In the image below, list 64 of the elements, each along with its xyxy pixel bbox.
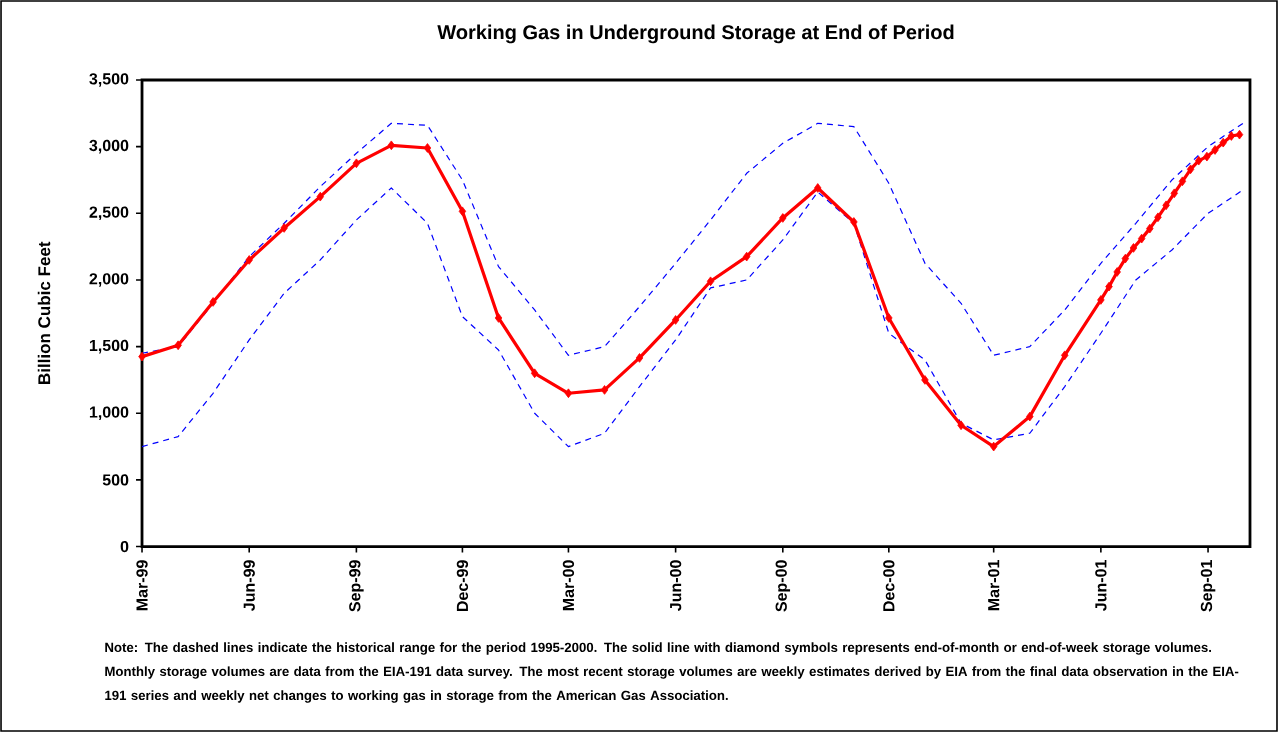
point [494,313,503,323]
point [1170,188,1178,199]
y-tick-label: 3,500 [89,73,129,87]
point [779,213,787,223]
point [635,353,644,363]
point [245,255,253,265]
point [989,441,998,452]
point [352,158,361,169]
y-tick-label: 2,500 [89,206,129,221]
point [564,388,573,399]
point [1186,164,1195,175]
point [1146,223,1154,234]
point [706,276,715,287]
point [458,206,467,217]
point [316,191,324,202]
y-tick-label: 1,500 [89,339,129,354]
point [174,340,182,351]
x-tick-label: Mar-99 [136,560,148,611]
y-tick-label: 2,000 [89,273,129,287]
point [1178,176,1187,187]
point [957,420,965,431]
point [1137,233,1146,244]
x-tick-label: Dec-00 [883,560,895,612]
point [1097,295,1105,305]
chart-title: Working Gas in Underground Storage at End of Period [437,24,954,44]
point [1195,155,1203,166]
point [423,143,432,153]
point [1219,137,1227,148]
point [1105,281,1113,292]
y-tick-label: 500 [102,474,129,486]
x-tick-label: Sep-00 [775,560,791,612]
point [138,351,146,362]
x-tick-label: Sep-99 [349,560,364,612]
point [885,313,893,323]
point [921,375,929,385]
point [742,251,751,262]
point [850,217,858,227]
point [814,183,822,193]
x-tick-label: Dec-99 [456,560,469,612]
x-tick-label: Jun-00 [669,560,682,611]
point [1129,243,1138,253]
point [1121,253,1130,264]
y-tick-label: 0 [120,540,129,553]
y-tick-label: 1,000 [89,406,129,421]
point [1203,151,1211,162]
x-tick-label: Mar-01 [988,560,1000,611]
point [1154,212,1162,223]
point [671,315,680,325]
point [600,385,609,395]
point [1162,200,1170,211]
x-tick-label: Mar-00 [562,560,575,611]
point [1061,350,1069,361]
point [1113,267,1121,277]
point [1235,129,1244,140]
y-tick-label: 3,000 [89,139,129,154]
point [280,223,288,233]
y-axis-title: Billion Cubic Feet [37,241,51,384]
point [530,368,539,379]
point [1026,411,1034,422]
point [209,297,217,307]
point [1211,145,1219,155]
x-tick-label: Sep-01 [1200,560,1216,612]
x-tick-label: Jun-99 [243,560,255,611]
x-tick-label: Jun-01 [1095,560,1107,611]
